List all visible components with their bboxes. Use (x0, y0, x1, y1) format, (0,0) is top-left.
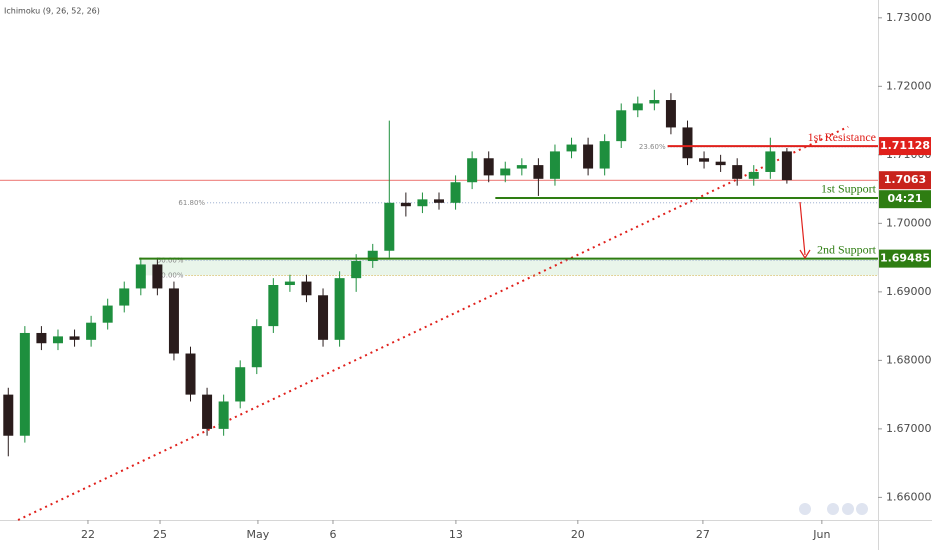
fib-label: 23.60% (639, 143, 666, 151)
level-price-tag-box (879, 249, 931, 268)
support-zone (139, 258, 878, 276)
icon (799, 503, 811, 515)
current-price-tag-box (879, 171, 931, 190)
candle-body (102, 305, 113, 323)
x-tick-label: 27 (696, 528, 710, 541)
candle-body (748, 171, 759, 179)
y-tick-label: 1.67000 (886, 422, 932, 435)
candle-body (549, 151, 560, 179)
x-tick-label: 20 (571, 528, 585, 541)
level-price-tag: 1.71128 (880, 139, 930, 152)
icon (856, 503, 868, 515)
fib-label: 100.00% (152, 271, 183, 279)
candle-body (566, 144, 577, 152)
candle-body (168, 288, 179, 354)
candle-body (781, 151, 792, 181)
x-tick-label: May (247, 528, 270, 541)
candle-body (732, 165, 743, 179)
candle-body (516, 165, 527, 169)
candle-body (417, 199, 428, 207)
candle-body (86, 322, 97, 340)
x-tick-label: 13 (449, 528, 463, 541)
candle-body (483, 158, 494, 176)
candle-body (384, 202, 395, 251)
candle-body (665, 100, 676, 128)
candle-body (334, 278, 345, 340)
level-price-tag: 1.69485 (880, 252, 930, 265)
icon (842, 503, 854, 515)
candle-body (599, 141, 610, 169)
candle-body (19, 332, 30, 436)
y-tick-label: 1.72000 (886, 79, 932, 92)
candle-body (632, 103, 643, 111)
fib-label: 61.80% (178, 199, 205, 207)
candle-body (235, 367, 246, 402)
candle-body (3, 394, 14, 436)
candle-body (699, 158, 710, 162)
candle-body (69, 336, 80, 340)
candle-body (52, 336, 63, 344)
y-tick-label: 1.69000 (886, 285, 932, 298)
candle-body (135, 264, 146, 289)
candle-body (218, 401, 229, 429)
candle-body (301, 281, 312, 296)
indicator-label: Ichimoku (9, 26, 52, 26) (4, 7, 100, 16)
level-label: 1st Support (821, 182, 877, 196)
arrow (799, 201, 806, 256)
candle-body (351, 261, 362, 279)
x-tick-label: 25 (153, 528, 167, 541)
y-tick-label: 1.73000 (886, 11, 932, 24)
icon (827, 503, 839, 515)
candle-body (36, 332, 47, 344)
level-label: 2nd Support (817, 242, 877, 256)
candle-body (450, 182, 461, 203)
candle-body (500, 168, 511, 176)
support-tag-box (879, 190, 931, 209)
y-tick-label: 1.70000 (886, 216, 932, 229)
candle-body (467, 158, 478, 183)
candle-body (185, 353, 196, 395)
candle-body (318, 295, 329, 340)
candle-body (533, 165, 544, 179)
level-price-tag-box (879, 137, 931, 156)
candle-body (715, 161, 726, 166)
candle-body (400, 202, 411, 207)
x-tick-label: Jun (812, 528, 830, 541)
level-label: 1st Resistance (808, 130, 876, 144)
x-tick-label: 6 (329, 528, 336, 541)
candle-body (682, 127, 693, 159)
candle-body (765, 151, 776, 172)
fib-label: 50.00% (157, 256, 184, 264)
y-tick-label: 1.66000 (886, 490, 932, 503)
countdown: 04:21 (887, 192, 922, 205)
candle-body (152, 264, 163, 289)
candle-body (367, 250, 378, 262)
arrow-head (799, 249, 811, 260)
candle-body (284, 281, 295, 286)
candle-body (434, 199, 444, 203)
y-tick-label: 1.68000 (886, 353, 932, 366)
candle-body (268, 285, 279, 327)
candle-body (616, 110, 627, 142)
candle-body (202, 394, 213, 429)
candle-body (119, 288, 130, 306)
x-tick-label: 22 (81, 528, 95, 541)
candle-body (649, 100, 660, 104)
candle-body (583, 144, 594, 169)
candle-body (251, 326, 262, 368)
current-price-tag: 1.7063 (884, 173, 926, 186)
